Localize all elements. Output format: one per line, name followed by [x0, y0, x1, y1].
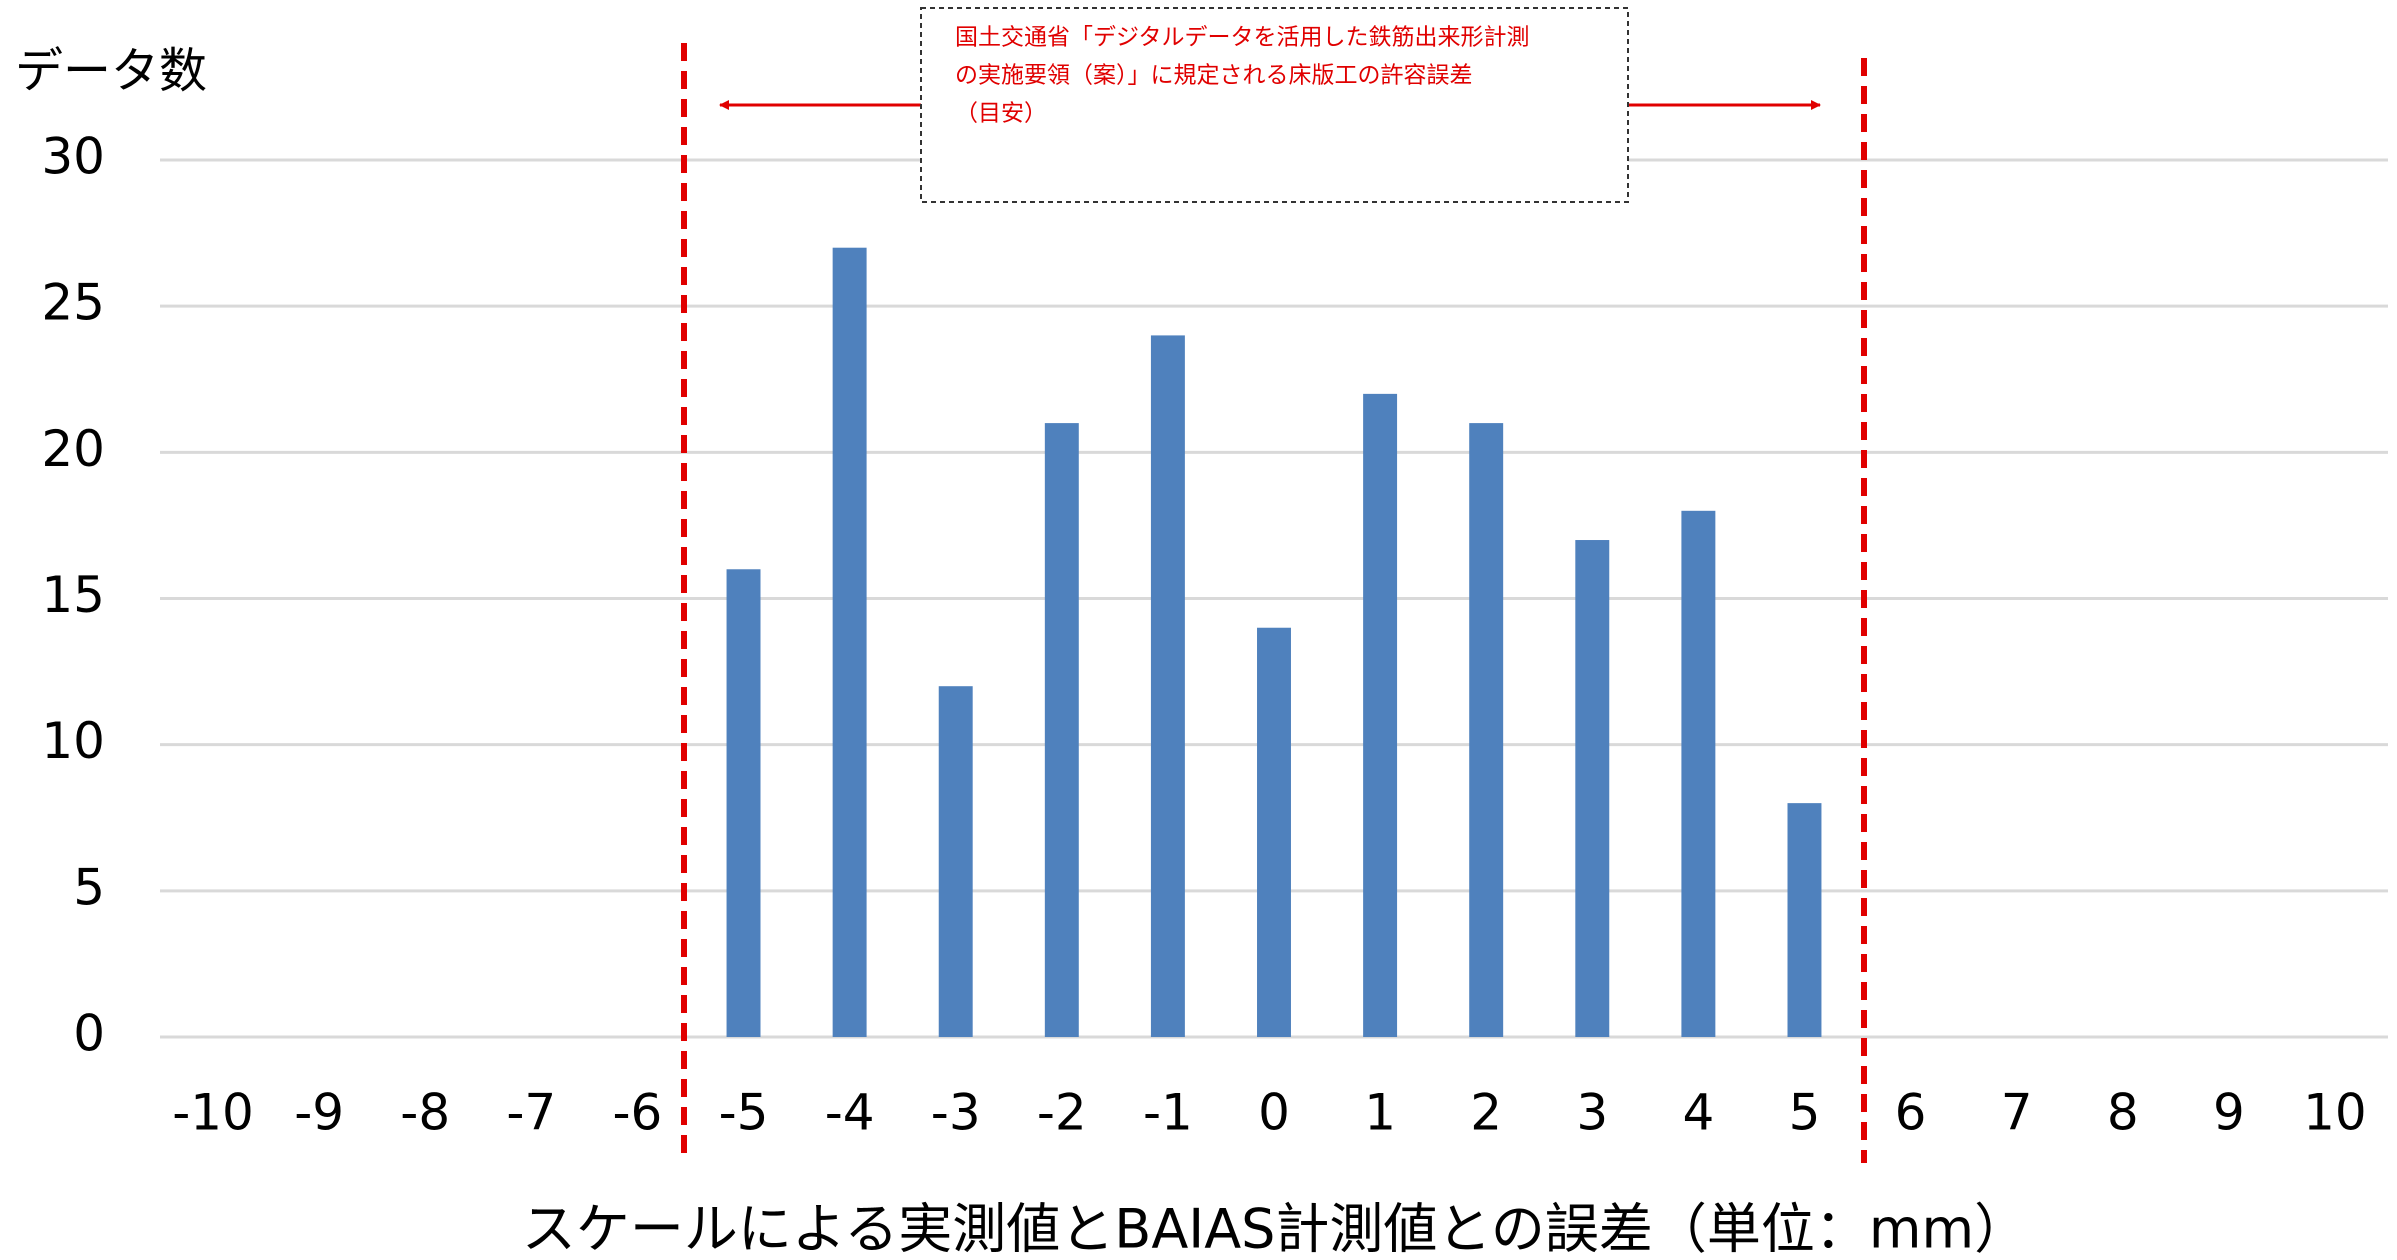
bar [1044, 423, 1079, 1038]
x-tick-label: -1 [1143, 1084, 1193, 1142]
bar [1787, 803, 1822, 1037]
x-tick-label: -3 [931, 1084, 981, 1142]
bar [938, 686, 973, 1037]
x-tick-label: -8 [400, 1084, 450, 1142]
y-tick-label: 25 [41, 274, 105, 332]
bar [1681, 510, 1716, 1037]
x-tick-label: 0 [1258, 1084, 1290, 1142]
bar [1150, 335, 1185, 1037]
annotation-line: （目安） [955, 101, 1047, 127]
x-tick-label: 8 [2107, 1084, 2139, 1142]
x-axis-label: スケールによる実測値とBAIAS計測値との誤差（単位：mm） [522, 1198, 2028, 1260]
x-tick-label: 1 [1364, 1084, 1396, 1142]
x-tick-label: -2 [1037, 1084, 1087, 1142]
bar [1469, 423, 1504, 1038]
x-tick-label: -4 [825, 1084, 875, 1142]
bar [1257, 627, 1291, 1037]
y-tick-label: 0 [73, 1005, 105, 1063]
annotation-box [920, 7, 1629, 203]
y-tick-label: 15 [41, 566, 105, 624]
y-tick-label: 20 [41, 420, 105, 478]
x-tick-label: -5 [719, 1084, 769, 1142]
x-tick-label: 7 [2001, 1084, 2033, 1142]
x-tick-label: 9 [2213, 1084, 2245, 1142]
bar [1363, 393, 1398, 1037]
x-tick-label: 2 [1470, 1084, 1502, 1142]
bar [832, 247, 867, 1037]
annotation-line: の実施要領（案）」に規定される床版工の許容誤差 [955, 63, 1473, 89]
bar [726, 569, 761, 1037]
x-tick-label: 3 [1576, 1084, 1608, 1142]
x-tick-label: -10 [172, 1084, 254, 1142]
y-tick-label: 5 [73, 858, 105, 916]
x-tick-label: -6 [612, 1084, 662, 1142]
x-tick-label: -7 [506, 1084, 556, 1142]
x-tick-label: -9 [294, 1084, 344, 1142]
x-tick-label: 5 [1789, 1084, 1821, 1142]
y-axis-label: データ数 [15, 43, 207, 99]
y-tick-label: 30 [41, 128, 105, 186]
x-tick-label: 4 [1682, 1084, 1714, 1142]
y-tick-label: 10 [41, 712, 105, 770]
bar [1575, 540, 1610, 1037]
annotation-line: 国土交通省「デジタルデータを活用した鉄筋出来形計測 [955, 25, 1530, 51]
x-tick-label: 10 [2303, 1084, 2367, 1142]
x-tick-label: 6 [1895, 1084, 1927, 1142]
